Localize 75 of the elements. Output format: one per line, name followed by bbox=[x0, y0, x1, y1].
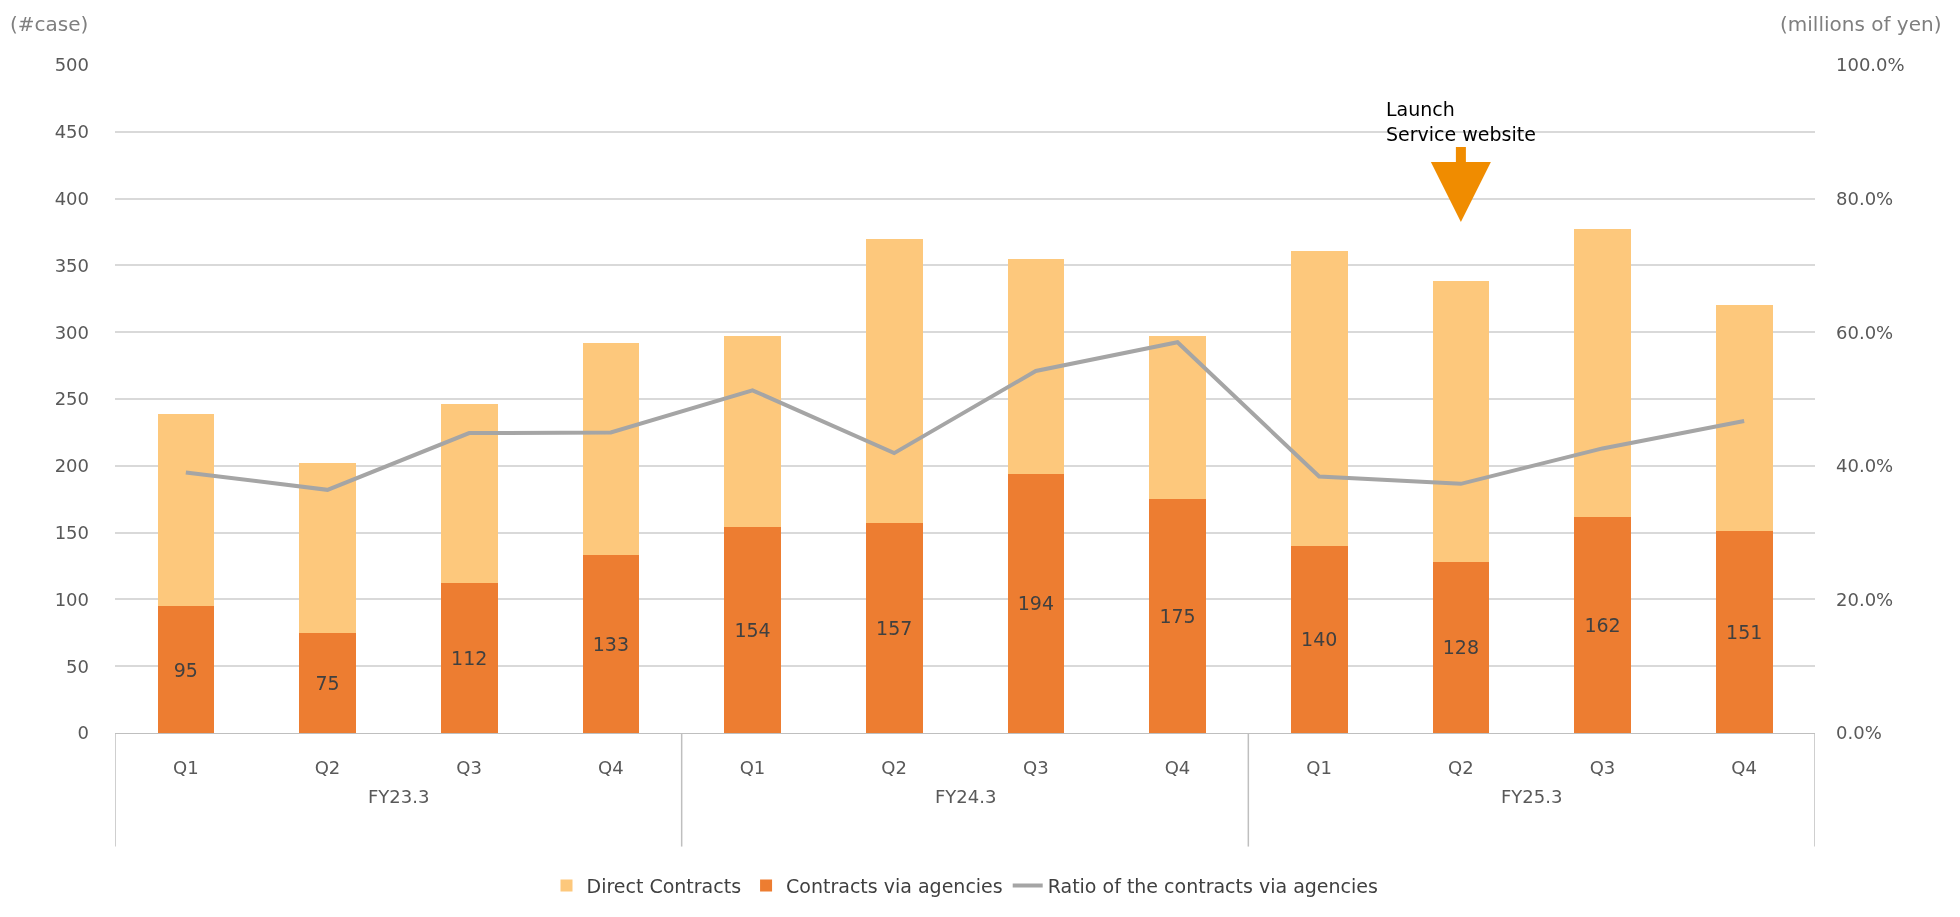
x-tick-label: Q1 bbox=[1306, 756, 1332, 778]
bar bbox=[724, 336, 781, 528]
x-tick-label: Q3 bbox=[1023, 756, 1049, 778]
y2-tick-label: 20.0% bbox=[1836, 588, 1894, 610]
y2-tick-label: 60.0% bbox=[1836, 321, 1894, 343]
y-tick-label: 150 bbox=[54, 521, 89, 543]
y-tick-label: 400 bbox=[54, 187, 89, 209]
y-tick-label: 450 bbox=[54, 121, 89, 143]
bar bbox=[724, 527, 781, 733]
bar bbox=[1432, 561, 1490, 733]
data-label: 157 bbox=[876, 617, 913, 640]
bar bbox=[1574, 229, 1631, 517]
text: FY23.3 bbox=[368, 786, 430, 807]
x-tick-label: Q2 bbox=[1448, 756, 1474, 778]
y-tick-label: 50 bbox=[66, 655, 89, 677]
bar bbox=[299, 463, 356, 633]
x-tick-label: Q4 bbox=[1164, 756, 1191, 778]
data-label: 112 bbox=[451, 647, 488, 670]
bar bbox=[299, 632, 356, 733]
bar bbox=[1149, 336, 1206, 500]
bar bbox=[865, 238, 923, 524]
bar bbox=[1007, 258, 1065, 474]
data-label: 128 bbox=[1442, 636, 1479, 659]
y-tick-label: 100 bbox=[54, 588, 89, 610]
y-tick-label: 0 bbox=[77, 722, 89, 744]
y-tick-label: 350 bbox=[54, 254, 89, 276]
bar bbox=[157, 413, 215, 607]
y-tick-label: 250 bbox=[54, 388, 89, 410]
x-tick-label: Q2 bbox=[881, 756, 907, 778]
bar bbox=[1574, 516, 1631, 733]
y-tick-label: 200 bbox=[54, 455, 89, 477]
data-label: 194 bbox=[1017, 592, 1054, 615]
x-tick-label: Q2 bbox=[314, 756, 341, 778]
y2-tick-label: 80.0% bbox=[1836, 187, 1894, 209]
bar bbox=[865, 523, 923, 733]
legend-label: Direct Contracts bbox=[586, 874, 742, 897]
data-label: 95 bbox=[173, 658, 198, 681]
bar bbox=[1290, 545, 1348, 733]
x-tick-label: Q4 bbox=[598, 756, 624, 778]
data-label: 175 bbox=[1159, 605, 1196, 628]
bar bbox=[1715, 305, 1773, 532]
y2-tick-label: 100.0% bbox=[1836, 54, 1905, 76]
bar bbox=[157, 606, 215, 733]
data-label: 75 bbox=[315, 671, 340, 694]
x-tick-label: Q3 bbox=[1589, 756, 1616, 778]
y2-tick-label: 0.0% bbox=[1836, 722, 1882, 744]
data-label: 162 bbox=[1584, 613, 1621, 636]
text: FY25.3 bbox=[1501, 786, 1563, 807]
bar bbox=[1432, 281, 1490, 562]
data-label: 133 bbox=[592, 633, 629, 656]
bar bbox=[1007, 473, 1065, 733]
bar bbox=[440, 404, 498, 584]
y2-axis-title: (millions of yen) bbox=[1780, 12, 1942, 36]
x-tick-label: Q4 bbox=[1731, 756, 1757, 778]
x-tick-label: Q3 bbox=[456, 756, 482, 778]
line-series bbox=[183, 340, 1747, 492]
legend-label: Ratio of the contracts via agencies bbox=[1047, 874, 1378, 897]
bar bbox=[440, 583, 498, 733]
y-tick-label: 300 bbox=[54, 321, 89, 343]
y-axis-title: (#case) bbox=[10, 12, 89, 36]
bar bbox=[1149, 499, 1206, 733]
x-tick-label: Q1 bbox=[173, 756, 199, 778]
y-tick-label: 500 bbox=[54, 54, 89, 76]
text: FY24.3 bbox=[935, 786, 997, 807]
y2-tick-label: 40.0% bbox=[1836, 455, 1894, 477]
bar bbox=[582, 342, 640, 556]
annotation: Launch Service website bbox=[1386, 98, 1536, 145]
data-label: 140 bbox=[1301, 628, 1338, 651]
data-label: 154 bbox=[734, 619, 771, 642]
bar bbox=[582, 555, 640, 733]
bar bbox=[1715, 531, 1773, 733]
bar bbox=[1290, 250, 1348, 546]
x-tick-label: Q1 bbox=[739, 756, 766, 778]
data-label: 151 bbox=[1726, 621, 1763, 644]
legend-label: Contracts via agencies bbox=[786, 874, 1003, 897]
